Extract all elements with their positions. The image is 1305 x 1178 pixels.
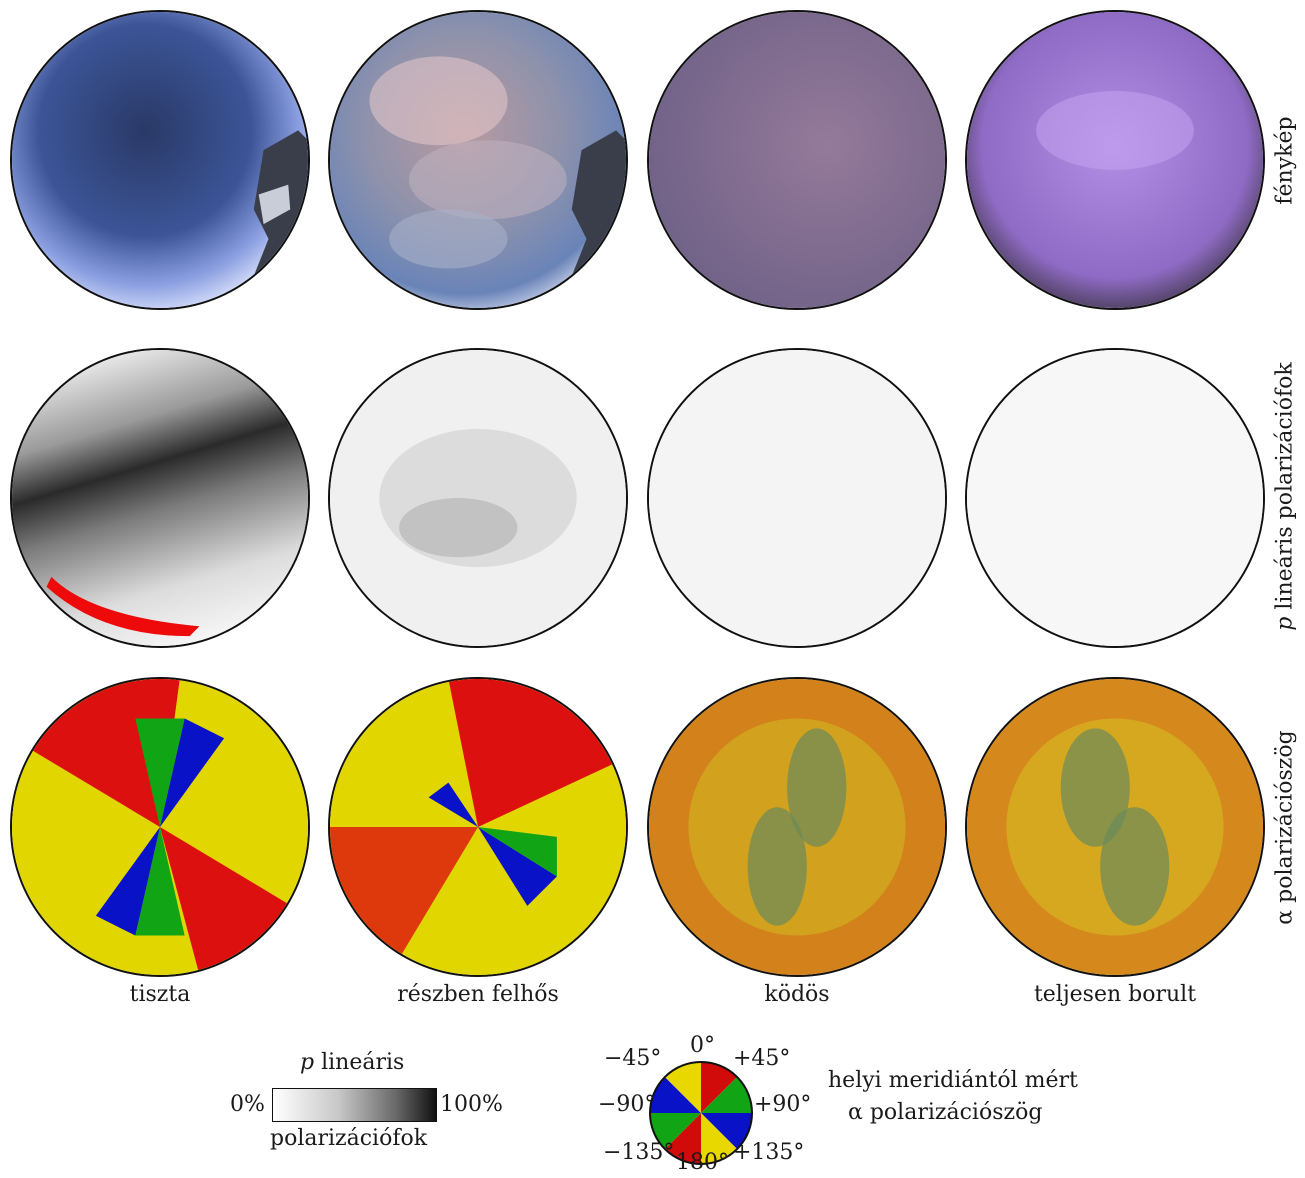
legend-gradient-bar [272, 1088, 437, 1122]
column-label-foggy: ködös [764, 982, 830, 1007]
column-label-clear: tiszta [129, 982, 191, 1007]
column-label-partly-cloudy: részben felhős [397, 982, 559, 1007]
column-label-overcast: teljesen borult [1033, 982, 1197, 1007]
wheel-sector [664, 1113, 701, 1164]
wheel-tick-bottom-right: +135° [733, 1140, 805, 1165]
wheel-sector [701, 1113, 752, 1150]
wheel-tick-left: −90° [598, 1092, 656, 1117]
photo-foggy [647, 10, 947, 310]
photo-overcast [965, 10, 1265, 310]
polarization-angle-partly-cloudy [328, 677, 628, 977]
legend-p-min: 0% [230, 1092, 265, 1117]
legend-p-title: p lineáris [300, 1050, 405, 1075]
wheel-sector [664, 1062, 701, 1113]
row-label-polarization-degree-text: lineáris polarizációfok [1272, 362, 1298, 617]
legend-p-max: 100% [440, 1092, 503, 1117]
wheel-sector [650, 1113, 701, 1150]
row-label-polarization-angle: α polarizációszög [1272, 730, 1298, 925]
wheel-tick-top-right: +45° [733, 1046, 791, 1071]
polarization-degree-overcast [965, 348, 1265, 648]
wheel-tick-bottom: 180° [676, 1150, 729, 1175]
photo-partly-cloudy [328, 10, 628, 310]
legend-p-subtitle: polarizációfok [270, 1126, 428, 1151]
angle-legend-caption-2: α polarizációszög [848, 1100, 1043, 1125]
wheel-tick-bottom-left: −135° [603, 1140, 675, 1165]
polarization-degree-clear-sky [10, 348, 310, 648]
polarization-degree-foggy [647, 348, 947, 648]
wheel-sector [650, 1076, 701, 1113]
wheel-tick-top: 0° [690, 1033, 715, 1058]
angle-legend-caption-1: helyi meridiántól mért [828, 1068, 1078, 1093]
wheel-tick-top-left: −45° [604, 1046, 662, 1071]
wheel-sector [701, 1076, 752, 1113]
polarization-angle-clear-sky [10, 677, 310, 977]
polarization-angle-overcast [965, 677, 1265, 977]
polarization-degree-partly-cloudy [328, 348, 628, 648]
wheel-sector [701, 1113, 738, 1164]
wheel-sector [701, 1062, 738, 1113]
wheel-tick-right: +90° [754, 1092, 812, 1117]
row-label-photo: fénykép [1272, 116, 1298, 205]
angle-color-wheel [648, 1060, 754, 1166]
polarization-angle-foggy [647, 677, 947, 977]
photo-clear-sky [10, 10, 310, 310]
